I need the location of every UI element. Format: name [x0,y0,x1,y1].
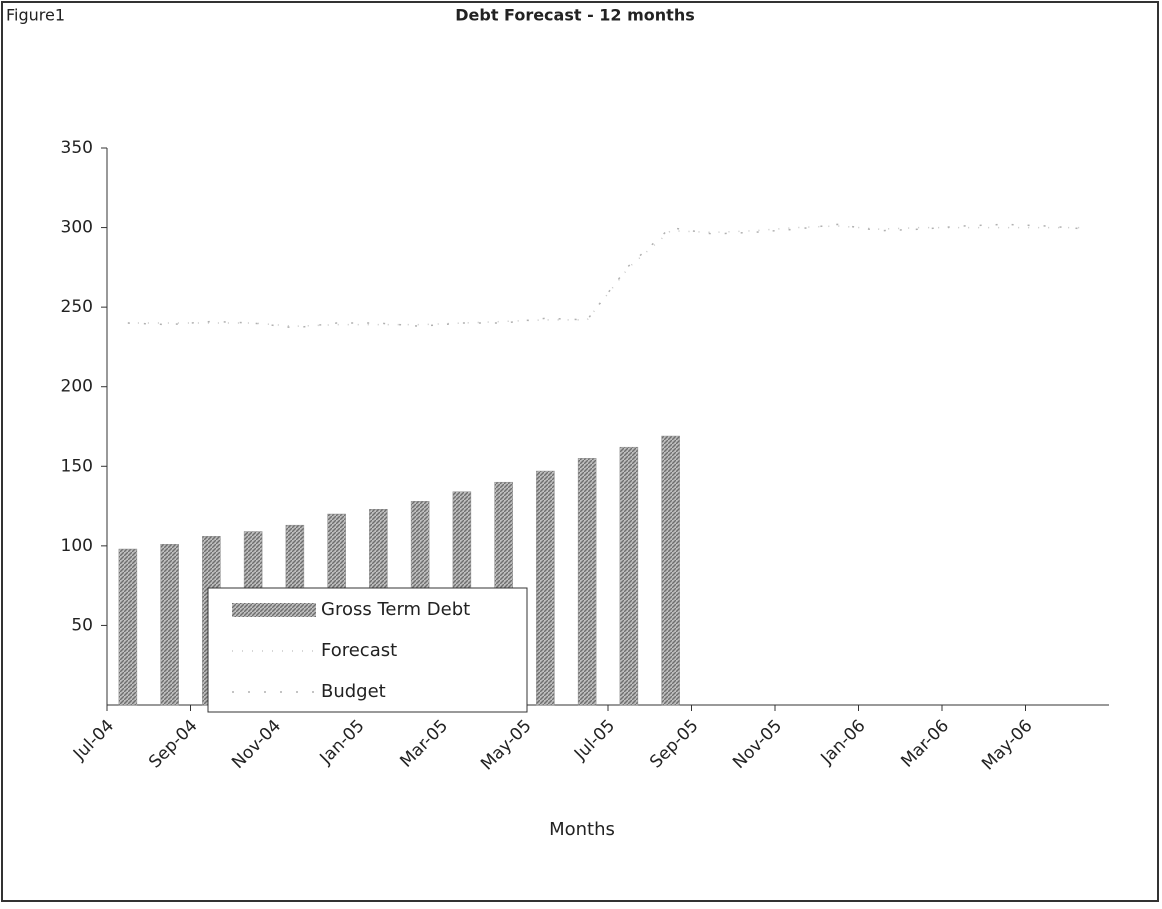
bar [577,458,597,706]
y-tick-label: 200 [61,377,93,397]
figure-label: Figure1 [6,6,65,25]
bar [118,548,138,706]
bar [661,435,680,706]
y-tick-label: 100 [61,536,93,556]
y-tick-label: 150 [61,456,93,476]
legend-label: Budget [321,681,386,702]
bar [536,470,555,706]
y-tick-label: 350 [61,138,93,158]
legend-swatch [232,603,316,617]
line-series [127,223,1089,329]
bar [160,544,179,706]
legend-label: Gross Term Debt [321,599,470,620]
bar [619,446,639,706]
y-tick-label: 250 [61,297,93,317]
line-series [127,225,1089,327]
y-tick-label: 50 [71,615,93,635]
y-tick-label: 300 [61,218,93,238]
chart-title: Debt Forecast - 12 months [455,6,695,25]
legend-label: Forecast [321,640,397,661]
x-axis-label: Months [549,819,615,840]
